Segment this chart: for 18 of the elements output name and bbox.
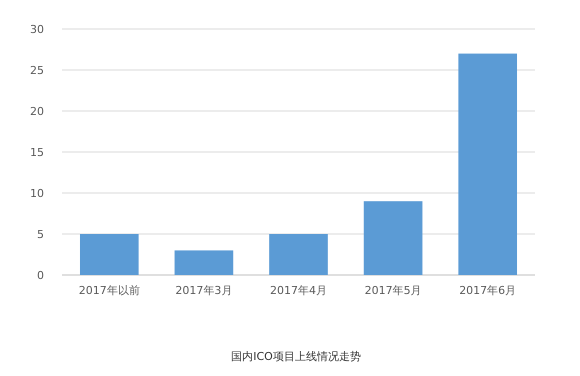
- y-tick-label: 20: [30, 104, 44, 118]
- x-tick-label: 2017年3月: [175, 284, 232, 297]
- x-tick-label: 2017年4月: [270, 284, 327, 297]
- bar: [174, 250, 234, 275]
- y-tick-label: 5: [37, 228, 44, 241]
- y-tick-label: 10: [30, 186, 44, 200]
- x-tick-label: 2017年5月: [364, 284, 422, 297]
- y-tick-label: 25: [30, 64, 44, 77]
- bar: [80, 234, 139, 275]
- y-tick-label: 30: [30, 22, 44, 36]
- x-tick-label: 2017年以前: [78, 284, 140, 297]
- x-tick-label: 2017年6月: [459, 284, 516, 297]
- text: 国内ICO项目上线情况走势: [231, 350, 361, 363]
- y-tick-label: 0: [37, 268, 44, 282]
- y-tick-label: 15: [30, 146, 44, 159]
- bar: [458, 54, 518, 275]
- bar: [364, 201, 422, 275]
- bar: [269, 234, 328, 275]
